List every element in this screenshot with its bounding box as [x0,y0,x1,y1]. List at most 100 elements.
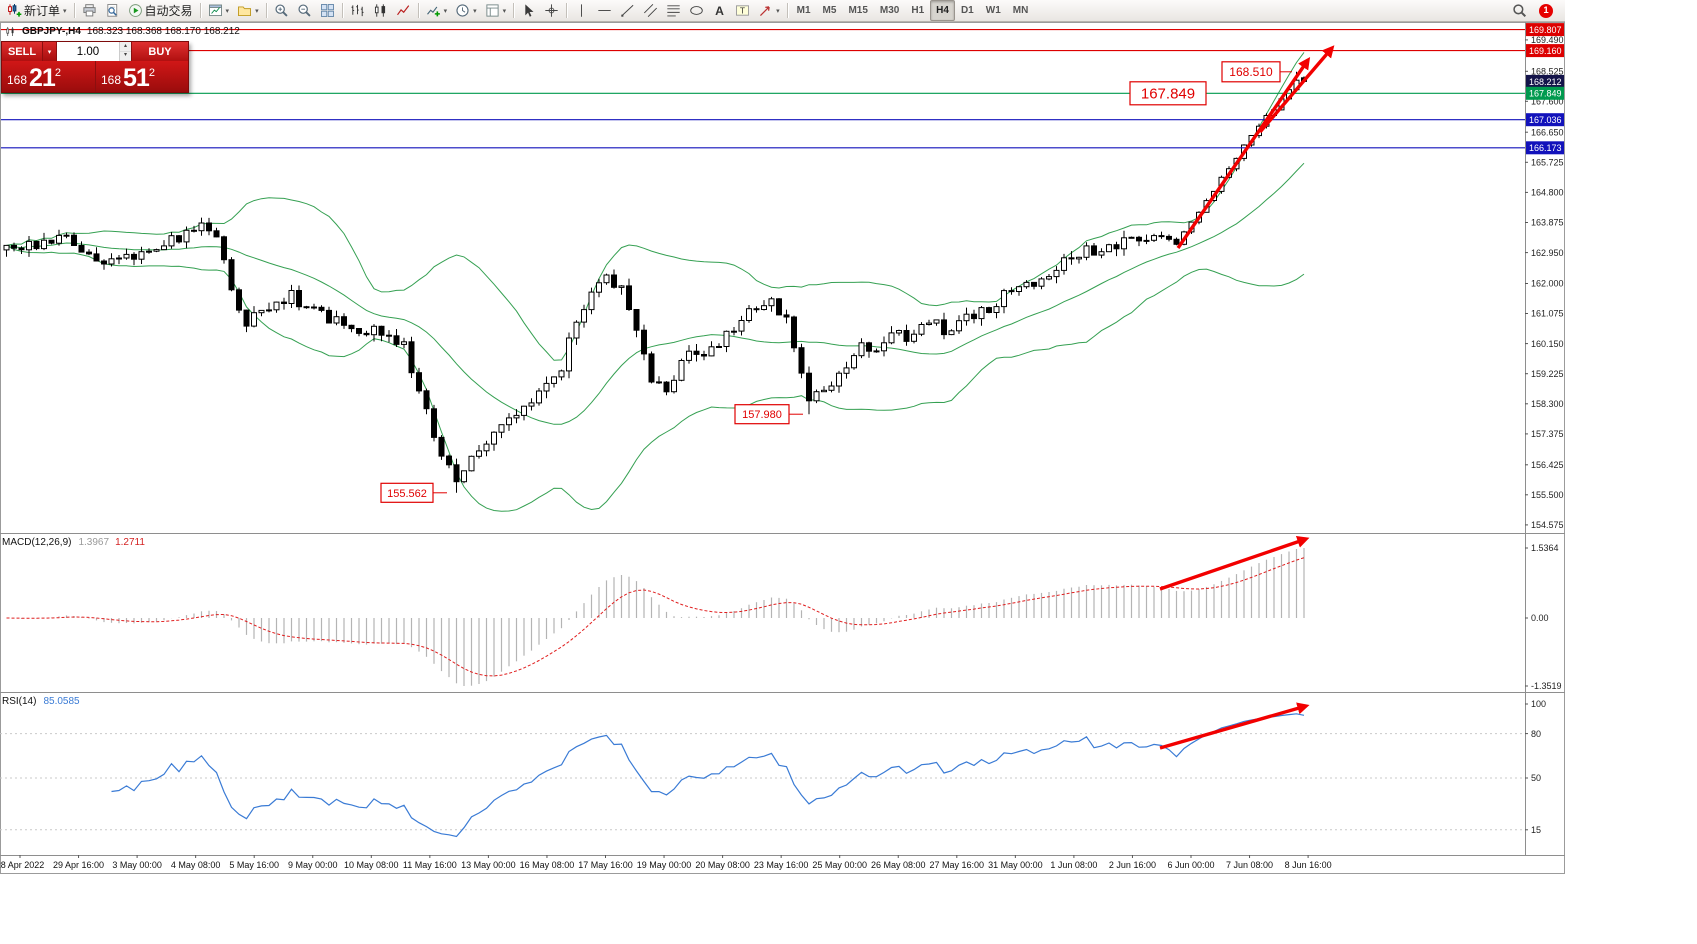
crosshair-button[interactable] [540,0,563,21]
candles-layer[interactable] [3,71,1307,493]
indicators-list-button[interactable]: ▾ [422,0,452,21]
equidistant-channel-button[interactable] [639,0,662,21]
price-callouts[interactable]: 155.562 157.980 168.510 167.849 [380,61,1292,503]
tile-windows-button[interactable] [316,0,339,21]
timeframe-m30-button[interactable]: M30 [879,5,900,16]
text-label-button[interactable]: T [731,0,754,21]
timeframe-mn-button[interactable]: MN [1012,5,1029,16]
macd-main-value: 1.3967 [78,537,110,548]
chevron-down-icon: ▾ [225,7,230,15]
svg-text:1 Jun 08:00: 1 Jun 08:00 [1050,860,1097,870]
svg-text:7 Jun 08:00: 7 Jun 08:00 [1226,860,1273,870]
timeframe-h1-button[interactable]: H1 [911,5,925,16]
chart-ohlc-values: 168.323 168.368 168.170 168.212 [86,26,240,37]
arrows-tool-button[interactable]: ▾ [754,0,784,21]
toolbar-separator [417,3,419,18]
svg-text:167.849: 167.849 [1529,89,1562,99]
sell-price[interactable]: 168 21 2 [2,61,95,92]
svg-text:5 May 16:00: 5 May 16:00 [229,860,279,870]
macd-label: MACD(12,26,9) 1.3967 1.2711 [2,537,145,548]
svg-text:155.562: 155.562 [387,488,427,500]
toolbar-separator [265,3,267,18]
volume-down-arrow[interactable]: ▾ [120,51,131,61]
cursor-button[interactable] [517,0,540,21]
timeframe-m1-button[interactable]: M1 [796,5,811,16]
horizontal-line-button[interactable] [593,0,616,21]
text-button[interactable]: A [708,0,731,21]
notification-badge[interactable]: 1 [1539,3,1553,18]
trendline-button[interactable] [616,0,639,21]
timeframe-w1-button[interactable]: W1 [985,5,1001,16]
timeframe-m5-button[interactable]: M5 [822,5,837,16]
svg-text:157.375: 157.375 [1531,429,1564,439]
crosshair-icon [544,3,559,18]
textT-icon: T [735,3,750,18]
chevron-down-icon: ▾ [255,7,259,15]
svg-text:26 May 08:00: 26 May 08:00 [871,860,926,870]
zoom-in-button[interactable] [270,0,293,21]
svg-text:1.5364: 1.5364 [1531,543,1559,553]
templates-button[interactable]: ▾ [481,0,511,21]
svg-text:167.849: 167.849 [1141,86,1195,103]
svg-text:T: T [740,6,745,16]
candlestick-mode-button[interactable] [369,0,392,21]
svg-text:15: 15 [1531,825,1541,835]
volume-up-arrow[interactable]: ▴ [120,42,131,52]
search-button[interactable] [1508,0,1531,21]
svg-text:20 May 08:00: 20 May 08:00 [695,860,750,870]
sell-button[interactable]: SELL [2,42,42,61]
buy-price[interactable]: 168 51 2 [95,61,188,92]
trend-arrows[interactable] [1159,45,1335,750]
svg-text:155.500: 155.500 [1531,490,1564,500]
fibonacci-retracement-button[interactable] [662,0,685,21]
chart-symbol-period: GBPJPY-,H4 [22,26,81,37]
print-button[interactable] [78,0,101,21]
svg-text:28 Apr 2022: 28 Apr 2022 [0,860,44,870]
svg-text:164.800: 164.800 [1531,188,1564,198]
autotrading-label: 自动交易 [144,4,193,18]
zoom-out-icon [297,3,312,18]
hline-icon [597,3,612,18]
toolbar-separator [341,3,343,18]
autotrading-button[interactable]: 自动交易 [124,0,197,21]
price-scale[interactable]: 169.490 168.525 167.600 166.650 165.725 164.8… [1525,23,1564,530]
rsi-value: 85.0585 [43,696,80,707]
svg-text:169.160: 169.160 [1529,46,1562,56]
chevron-down-icon: ▾ [502,7,507,15]
svg-text:169.490: 169.490 [1531,35,1564,45]
volume-preset-dropdown[interactable]: ▾ [42,42,56,61]
vertical-line-button[interactable] [570,0,593,21]
main-toolbar: 新订单 ▾ 自动交易 ▾ ▾ ▾ ▾ ▾ A T ▾ M1 M5 M15 M30 H1 H4 D1 W1 MN 1 [0,0,1565,22]
svg-text:-1.3519: -1.3519 [1531,681,1562,691]
shapes-button[interactable] [685,0,708,21]
timeframe-h4-button[interactable]: H4 [930,0,955,21]
svg-text:160.150: 160.150 [1531,339,1564,349]
toolbar-separator [786,3,788,18]
terminal-window: 新订单 ▾ 自动交易 ▾ ▾ ▾ ▾ ▾ A T ▾ M1 M5 M15 M30 H1 H4 D1 W1 MN 1 16… [0,0,1565,874]
volume-input[interactable] [57,42,119,61]
buy-price-pips: 51 [123,64,150,92]
zoom-out-button[interactable] [293,0,316,21]
line-chart-mode-button[interactable] [392,0,415,21]
folder-chart-icon [237,3,252,18]
chevron-down-icon: ▾ [63,7,67,15]
new-chart-button[interactable]: ▾ [204,0,234,21]
svg-text:8 Jun 16:00: 8 Jun 16:00 [1285,860,1332,870]
chart-window-icon [208,3,223,18]
print-preview-button[interactable] [101,0,124,21]
time-axis[interactable]: 28 Apr 2022 29 Apr 16:00 3 May 00:00 4 May … [0,855,1332,870]
periods-button[interactable]: ▾ [451,0,481,21]
textA-icon: A [712,3,727,18]
new-order-icon [7,3,22,18]
bar-chart-mode-button[interactable] [346,0,369,21]
horizontal-line-objects[interactable] [0,29,1525,149]
template-icon [485,3,500,18]
timeframe-d1-button[interactable]: D1 [960,5,974,16]
svg-text:100: 100 [1531,699,1546,709]
timeframe-m15-button[interactable]: M15 [848,5,868,16]
buy-button[interactable]: BUY [132,42,188,61]
macd-name: MACD(12,26,9) [2,537,72,548]
chart-profiles-button[interactable]: ▾ [233,0,263,21]
new-order-button[interactable]: 新订单 ▾ [3,0,71,21]
